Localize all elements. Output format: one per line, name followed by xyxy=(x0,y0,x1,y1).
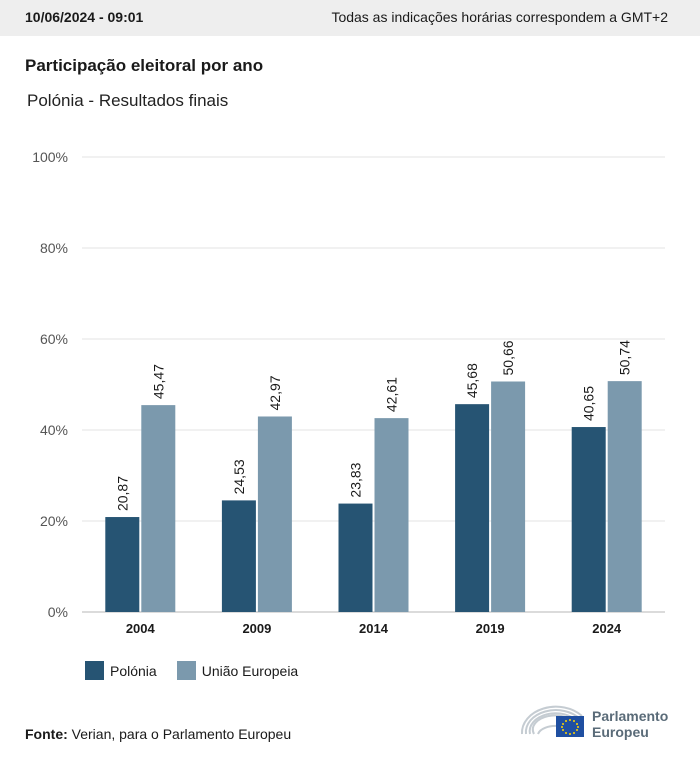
logo-text: Parlamento Europeu xyxy=(592,708,669,740)
y-tick-label: 0% xyxy=(48,604,68,620)
legend-label-ue: União Europeia xyxy=(201,662,299,679)
bar-polonia-2024 xyxy=(571,427,606,612)
data-label: 20,87 xyxy=(114,476,130,511)
legend: Polónia União Europeia xyxy=(85,661,318,680)
parliament-logo: Parlamento Europeu xyxy=(520,700,680,742)
source-label: Fonte: xyxy=(25,726,68,742)
legend-label-polonia: Polónia xyxy=(110,662,157,679)
y-tick-label: 40% xyxy=(40,422,68,438)
x-tick-label: 2014 xyxy=(359,621,389,636)
data-label: 23,83 xyxy=(348,462,364,497)
data-label: 50,74 xyxy=(617,340,633,375)
data-label: 42,97 xyxy=(267,375,283,410)
bar-ue-2024 xyxy=(607,381,642,612)
x-tick-label: 2019 xyxy=(476,621,505,636)
bar-ue-2019 xyxy=(491,381,526,612)
bar-ue-2009 xyxy=(257,416,292,612)
legend-swatch-polonia xyxy=(85,661,104,680)
legend-item-ue[interactable]: União Europeia xyxy=(176,661,299,680)
bar-polonia-2019 xyxy=(455,404,490,612)
x-tick-label: 2009 xyxy=(242,621,271,636)
bar-polonia-2009 xyxy=(221,500,256,612)
bar-polonia-2014 xyxy=(338,503,373,612)
data-label: 40,65 xyxy=(581,386,597,421)
data-label: 45,68 xyxy=(464,363,480,398)
y-tick-label: 20% xyxy=(40,513,68,529)
bar-ue-2014 xyxy=(374,418,409,612)
x-tick-label: 2004 xyxy=(126,621,156,636)
hemicycle-logo-icon xyxy=(520,705,584,737)
data-label: 42,61 xyxy=(384,377,400,412)
source-note: Fonte: Verian, para o Parlamento Europeu xyxy=(25,726,291,742)
data-label: 50,66 xyxy=(500,340,516,375)
x-tick-label: 2024 xyxy=(592,621,622,636)
chart-subtitle: Polónia - Resultados finais xyxy=(27,91,229,110)
timestamp: 10/06/2024 - 09:01 xyxy=(25,9,144,25)
legend-swatch-ue xyxy=(176,661,196,680)
source-text: Verian, para o Parlamento Europeu xyxy=(67,726,292,742)
timezone-note: Todas as indicações horárias corresponde… xyxy=(331,9,668,25)
y-tick-label: 100% xyxy=(32,149,68,165)
bar-chart: 0% 20% 40% 60% 80% 100% 20,87 45,47 2004 24,53 42,… xyxy=(32,149,665,636)
bar-ue-2004 xyxy=(141,405,176,612)
data-label: 45,47 xyxy=(150,364,166,399)
y-tick-label: 80% xyxy=(40,240,68,256)
data-label: 24,53 xyxy=(231,459,247,494)
bar-polonia-2004 xyxy=(105,517,140,612)
y-tick-label: 60% xyxy=(40,331,68,347)
legend-item-polonia[interactable]: Polónia xyxy=(85,661,157,680)
chart-title: Participação eleitoral por ano xyxy=(25,56,264,75)
top-bar: 10/06/2024 - 09:01 Todas as indicações h… xyxy=(0,0,700,36)
